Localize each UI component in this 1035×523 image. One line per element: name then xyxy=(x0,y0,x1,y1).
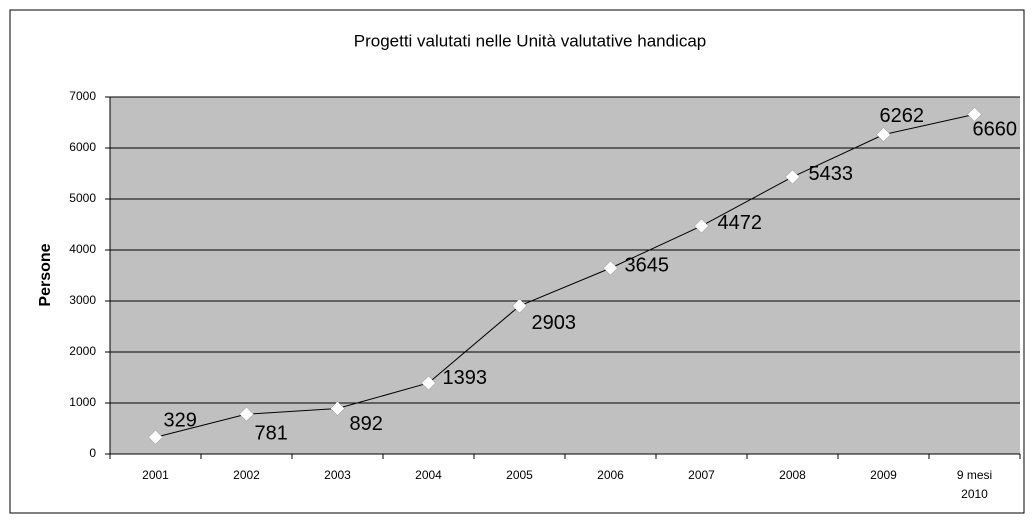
y-tick-label: 4000 xyxy=(69,242,96,256)
x-tick-label: 2005 xyxy=(506,468,533,482)
value-label: 4472 xyxy=(718,212,763,234)
y-tick-label: 2000 xyxy=(69,344,96,358)
value-label: 3645 xyxy=(625,254,670,276)
value-label: 6262 xyxy=(880,105,925,127)
value-label: 892 xyxy=(350,413,383,435)
x-tick-label: 2003 xyxy=(324,468,351,482)
y-tick-label: 7000 xyxy=(69,89,96,103)
y-tick-label: 5000 xyxy=(69,191,96,205)
marker xyxy=(694,218,709,234)
marker xyxy=(239,406,254,422)
value-label: 781 xyxy=(255,422,288,444)
marker xyxy=(330,401,345,416)
x-tick-label: 2006 xyxy=(597,468,624,482)
chart-title: Progetti valutati nelle Unità valutative… xyxy=(354,31,707,50)
value-label: 1393 xyxy=(443,367,488,389)
marker xyxy=(512,298,527,314)
value-label: 2903 xyxy=(532,312,577,334)
y-tick-label: 6000 xyxy=(69,140,96,154)
x-tick-label: 2002 xyxy=(233,468,260,482)
plot-area xyxy=(110,97,1020,454)
x-tick-label: 2004 xyxy=(415,468,442,482)
x-tick-label: 2009 xyxy=(870,468,897,482)
marker xyxy=(421,375,436,391)
x-tick-label: 2001 xyxy=(142,468,169,482)
marker xyxy=(603,260,618,276)
marker xyxy=(148,429,163,445)
y-axis-label: Persone xyxy=(37,243,54,306)
marker xyxy=(785,169,800,185)
value-label: 329 xyxy=(164,410,197,432)
y-tick-label: 0 xyxy=(89,446,96,460)
y-tick-label: 3000 xyxy=(69,293,96,307)
value-label: 5433 xyxy=(809,163,854,185)
y-tick-label: 1000 xyxy=(69,395,96,409)
x-tick-label: 2007 xyxy=(688,468,715,482)
marker xyxy=(876,127,891,142)
line xyxy=(155,113,975,438)
value-label: 6660 xyxy=(973,119,1018,141)
x-tick-label: 9 mesi 2010 xyxy=(956,468,993,501)
x-tick-label: 2008 xyxy=(779,468,806,482)
marker xyxy=(967,106,982,122)
